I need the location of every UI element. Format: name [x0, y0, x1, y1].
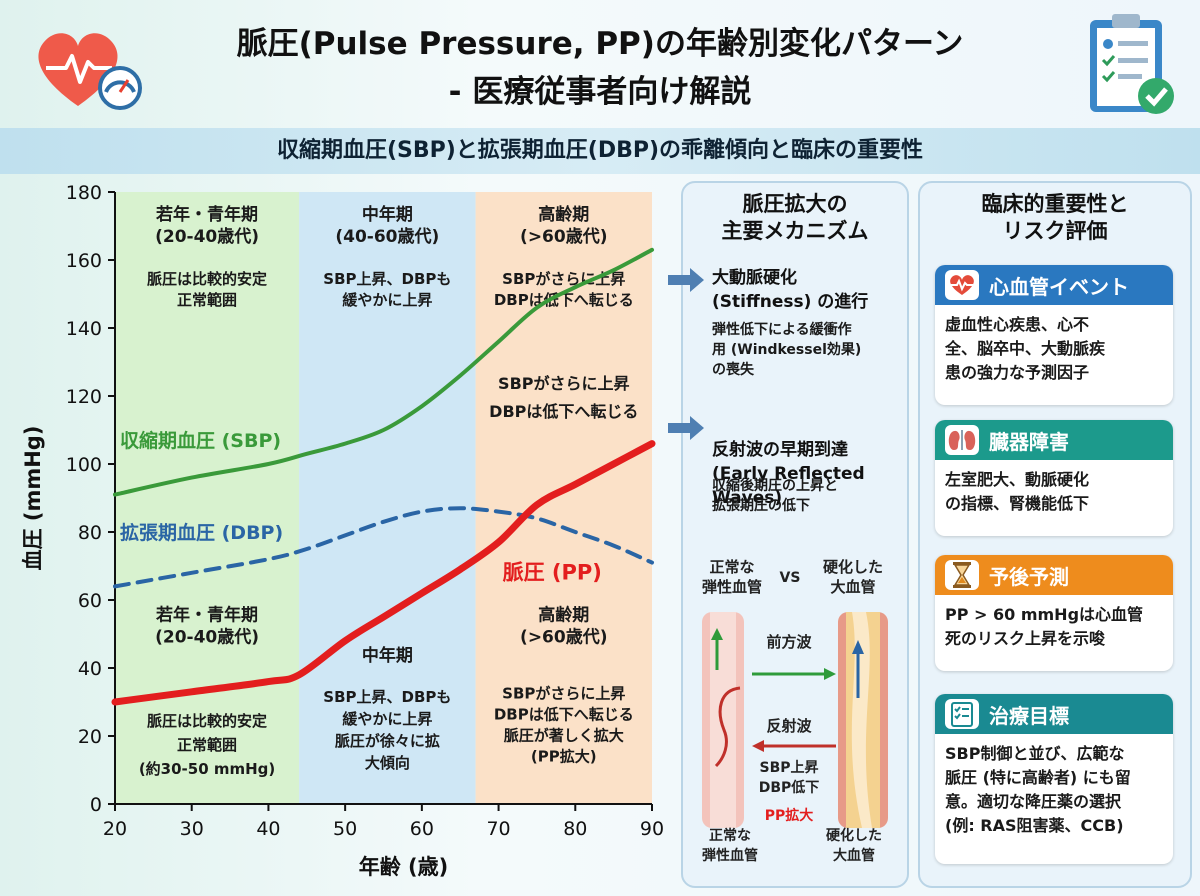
card-body: 左室肥大、動脈硬化 の指標、腎機能低下 — [945, 470, 1090, 513]
x-tick-label: 50 — [333, 818, 357, 840]
pp-expand-label: PP拡大 — [764, 808, 814, 824]
region-top-title: 中年期(40-60歳代) — [335, 204, 439, 247]
y-tick-label: 80 — [78, 522, 102, 544]
bp-age-chart: 若年・青年期(20-40歳代) 脈圧は比較的安定正常範囲 中年期(40-60歳代) S… — [21, 182, 664, 879]
bottom-left-label: 正常な 弾性血管 — [702, 828, 758, 864]
y-tick-label: 20 — [78, 726, 102, 748]
region-bottom-title: 若年・青年期(20-40歳代) — [155, 604, 259, 647]
card-title: 臓器障害 — [989, 429, 1069, 454]
mechanism-2-text: 収縮後期圧の上昇と 拡張期圧の低下 — [712, 478, 838, 514]
region-top-note: 脈圧は比較的安定正常範囲 — [147, 270, 267, 309]
sbp-line — [113, 247, 654, 497]
bottom-right-label: 硬化した 大血管 — [826, 828, 882, 864]
effect-label: SBP上昇 DBP低下 — [758, 760, 820, 796]
region-band-0 — [115, 192, 300, 804]
region-bottom-title: 高齢期(>60歳代) — [520, 604, 607, 647]
region-bottom-note: SBP上昇、DBPも緩やかに上昇脈圧が徐々に拡大傾向 — [323, 688, 451, 772]
vessel-comparison-illustration — [702, 612, 888, 828]
region-top-note: SBP上昇、DBPも緩やかに上昇 — [323, 270, 451, 309]
page-title-line2: - 医療従事者向け解説 — [448, 74, 752, 110]
arrow-right-icon — [668, 268, 704, 292]
arrow-right-icon — [668, 416, 704, 440]
card-prognosis: 予後予測 PP > 60 mmHgは心血管 死のリスク上昇を示唆 — [935, 555, 1173, 671]
card-title: 治療目標 — [989, 703, 1069, 728]
subtitle: 収縮期血圧(SBP)と拡張期血圧(DBP)の乖離傾向と臨床の重要性 — [276, 138, 924, 163]
region-top-note: SBPがさらに上昇 DBPは低下へ転じる — [494, 270, 634, 309]
region-top-title: 若年・青年期(20-40歳代) — [155, 204, 259, 247]
region-mid-note: SBPがさらに上昇 DBPは低下へ転じる — [489, 374, 638, 421]
x-tick-label: 70 — [486, 818, 510, 840]
y-axis-title: 血圧 (mmHg) — [21, 426, 45, 571]
clinical-title: 臨床的重要性と リスク評価 — [981, 192, 1129, 243]
y-tick-label: 60 — [78, 590, 102, 612]
x-tick-label: 80 — [563, 818, 587, 840]
compare-right-label: 硬化した 大血管 — [822, 558, 883, 596]
region-bottom-title: 中年期 — [362, 645, 413, 666]
y-tick-label: 100 — [66, 454, 102, 476]
mechanism-1-text: 弾性低下による緩衝作 用 (Windkessel効果) の喪失 — [712, 322, 862, 378]
x-tick-label: 60 — [410, 818, 434, 840]
y-tick-label: 180 — [66, 182, 102, 204]
kidney-icon — [945, 425, 979, 455]
x-tick-label: 40 — [256, 818, 280, 840]
checklist-icon — [945, 699, 979, 729]
region-band-1 — [299, 192, 476, 804]
forward-wave-label: 前方波 — [766, 633, 812, 651]
mechanism-title: 脈圧拡大の 主要メカニズム — [721, 192, 869, 243]
hourglass-icon — [945, 560, 979, 590]
card-body: SBP制御と並び、広範な 脈圧 (特に高齢者) にも留 意。適切な降圧薬の選択 … — [945, 744, 1131, 835]
region-top-title: 高齢期(>60歳代) — [520, 204, 607, 247]
reflected-wave-label: 反射波 — [766, 717, 812, 735]
y-tick-label: 160 — [66, 250, 102, 272]
clipboard-check-icon — [1082, 10, 1182, 118]
card-cardiovascular: 心血管イベント 虚血性心疾患、心不 全、脳卒中、大動脈疾 患の強力な予測因子 — [935, 265, 1173, 405]
y-tick-label: 140 — [66, 318, 102, 340]
card-header: 臓器障害 — [935, 420, 1173, 460]
mechanism-1-heading: 大動脈硬化 (Stiffness) の進行 — [712, 268, 869, 312]
mechanism-2-heading-text: 反射波の早期到達 (Early Reflected Waves) — [712, 440, 865, 508]
dbp-line — [113, 506, 654, 589]
card-treatment-goal: 治療目標 SBP制御と並び、広範な 脈圧 (特に高齢者) にも留 意。適切な降圧… — [935, 694, 1173, 864]
y-tick-label: 0 — [90, 794, 102, 816]
heart-pulse-icon — [945, 270, 979, 300]
region-bottom-note: 脈圧は比較的安定正常範囲(約30-50 mmHg) — [139, 712, 275, 778]
card-title: 心血管イベント — [989, 274, 1129, 299]
card-body: 虚血性心疾患、心不 全、脳卒中、大動脈疾 患の強力な予測因子 — [945, 315, 1106, 382]
series-label-2: 脈圧 (PP) — [503, 561, 602, 585]
card-title: 予後予測 — [989, 564, 1069, 589]
x-axis-title: 年齢 (歳) — [359, 855, 449, 879]
compare-left-label: 正常な 弾性血管 — [701, 558, 762, 596]
card-header: 予後予測 — [935, 555, 1173, 595]
series-label-0: 収縮期血圧 (SBP) — [120, 429, 281, 452]
series-label-1: 拡張期血圧 (DBP) — [120, 521, 283, 544]
subtitle-band: 収縮期血圧(SBP)と拡張期血圧(DBP)の乖離傾向と臨床の重要性 — [0, 128, 1200, 174]
compare-vs: VS — [779, 570, 801, 586]
region-bottom-note: SBPがさらに上昇 DBPは低下へ転じる脈圧が著しく拡大(PP拡大) — [494, 685, 634, 766]
card-header: 治療目標 — [935, 694, 1173, 734]
y-tick-label: 40 — [78, 658, 102, 680]
x-tick-label: 20 — [103, 818, 127, 840]
card-body: PP > 60 mmHgは心血管 死のリスク上昇を示唆 — [945, 605, 1144, 648]
page-title: 脈圧(Pulse Pressure, PP)の年齢別変化パターン — [236, 26, 964, 62]
card-organ-damage: 臓器障害 左室肥大、動脈硬化 の指標、腎機能低下 — [935, 420, 1173, 536]
mechanism-2-heading: 反射波の早期到達 (Early Reflected Waves) — [712, 414, 904, 510]
x-tick-label: 90 — [640, 818, 664, 840]
y-tick-label: 120 — [66, 386, 102, 408]
card-header: 心血管イベント — [935, 265, 1173, 305]
pp-line — [111, 440, 656, 706]
x-tick-label: 30 — [180, 818, 204, 840]
heart-gauge-icon — [28, 22, 144, 114]
